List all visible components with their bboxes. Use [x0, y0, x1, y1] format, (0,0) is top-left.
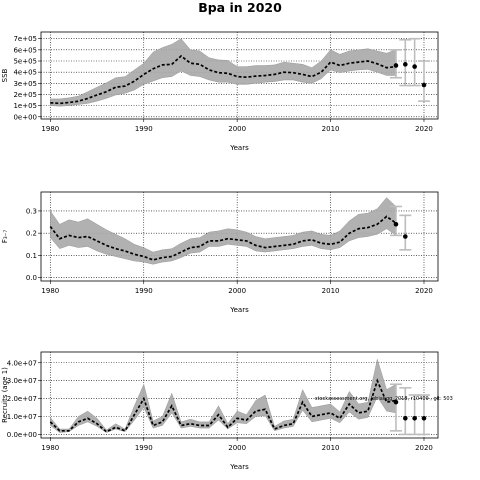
- panel-frame: [40, 191, 439, 282]
- y-tick-label: 0.3: [26, 207, 37, 215]
- x-tick-label: 2020: [415, 125, 433, 133]
- x-axis-label: Years: [229, 306, 249, 314]
- panel-recruits: 1980 1990 2000 2010 2020 0.0e+00 1.0e+07 2.0e+0…: [1, 351, 453, 471]
- projection-point: [421, 82, 427, 88]
- x-tick-label: 1980: [41, 125, 59, 133]
- x-tick-label: 1990: [135, 125, 153, 133]
- x-tick-label: 1990: [135, 444, 153, 452]
- projection-point: [393, 399, 399, 405]
- y-tick-label: 0e+00: [13, 113, 37, 121]
- x-tick-label: 1980: [41, 444, 59, 452]
- plot-area: [41, 352, 438, 438]
- x-axis-label: Years: [229, 463, 249, 471]
- y-tick-label: 2e+05: [13, 91, 37, 99]
- panels: 1980 1990 2000 2010 2020 0e+00 1e+05 2e+05 3e+05…: [1, 31, 453, 471]
- projection-point: [412, 64, 417, 69]
- y-tick-label: 1e+05: [13, 102, 37, 110]
- plot-area: [41, 192, 438, 281]
- y-tick-label: 2.0e+07: [7, 395, 37, 403]
- projection-point: [403, 62, 408, 67]
- plot-area: [41, 32, 438, 119]
- y-tick-label: 3e+05: [13, 80, 37, 88]
- projection-point: [393, 221, 399, 227]
- y-axis-label: Recruits (age 1): [1, 367, 9, 423]
- y-tick-label: 3.0e+07: [7, 377, 37, 385]
- y-tick-label: 0.1: [26, 252, 37, 260]
- series-line: [50, 54, 397, 105]
- panel-fbar: 1980 1990 2000 2010 2020 0.0 0.1 0.2 0.3 Years F₃₋…: [1, 191, 439, 314]
- panel-frame: [40, 31, 439, 120]
- projection-point: [403, 415, 408, 421]
- x-axis-label: Years: [229, 144, 249, 152]
- x-tick-label: 1990: [135, 287, 153, 295]
- panel-ssb: 1980 1990 2000 2010 2020 0e+00 1e+05 2e+05 3e+05…: [1, 31, 439, 152]
- x-tick-label: 2010: [322, 287, 340, 295]
- confidence-band: [50, 197, 397, 265]
- y-tick-label: 1.0e+07: [7, 413, 37, 421]
- series-line: [49, 215, 397, 261]
- series-line: [49, 378, 397, 433]
- x-tick-label: 2010: [322, 125, 340, 133]
- annotation-text: stockassessment.org, lebiangg_2018, r104…: [315, 396, 453, 402]
- y-tick-label: 0.2: [26, 230, 37, 238]
- projection-point: [412, 415, 417, 421]
- y-tick-label: 7e+05: [13, 35, 37, 43]
- x-tick-label: 2020: [415, 287, 433, 295]
- projection-point: [393, 63, 399, 68]
- panel-frame: [40, 351, 439, 439]
- chart-title: Bpa in 2020: [198, 0, 282, 15]
- x-tick-label: 2000: [228, 444, 246, 452]
- projection-point: [403, 234, 408, 239]
- y-tick-label: 5e+05: [13, 58, 37, 66]
- y-tick-label: 4.0e+07: [7, 359, 37, 367]
- x-tick-label: 2020: [415, 444, 433, 452]
- y-axis-label: F₃₋₇: [1, 230, 9, 244]
- y-axis-label: SSB: [1, 68, 9, 82]
- y-tick-label: 0.0e+00: [7, 431, 37, 439]
- y-tick-label: 6e+05: [13, 46, 37, 54]
- x-tick-label: 2000: [228, 287, 246, 295]
- y-tick-label: 0.0: [26, 274, 37, 282]
- projection-point: [421, 415, 427, 421]
- x-tick-label: 1980: [41, 287, 59, 295]
- x-tick-label: 2010: [322, 444, 340, 452]
- x-tick-label: 2000: [228, 125, 246, 133]
- y-tick-label: 4e+05: [13, 69, 37, 77]
